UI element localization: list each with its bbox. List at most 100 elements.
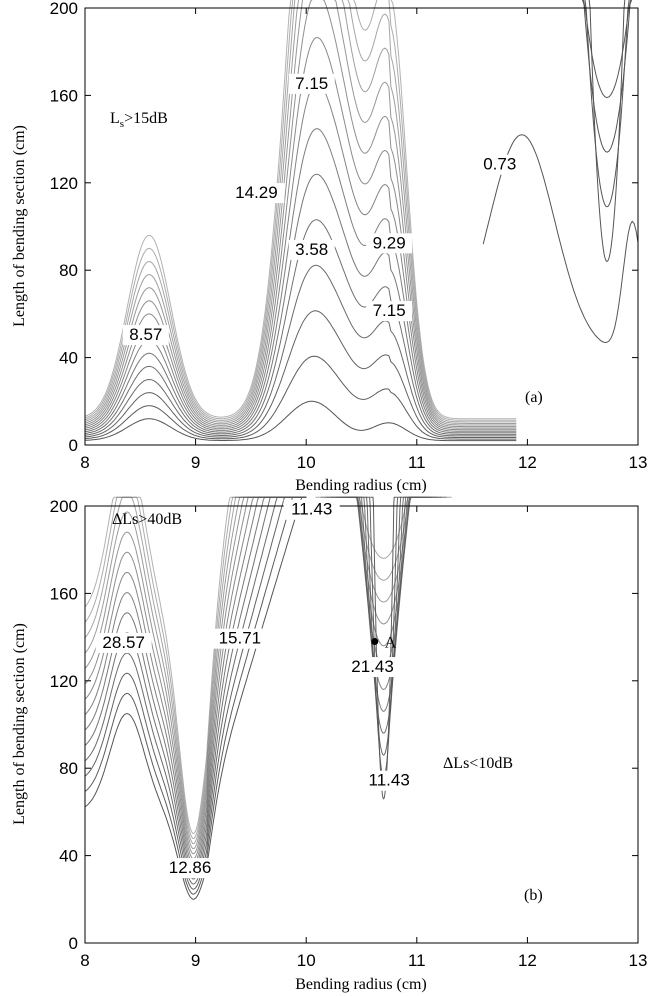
x-tick-label-a-0: 8 (80, 453, 89, 472)
contour-labels-b: 28.57 12.86 15.71 11.43 21.43 11.43 (95, 499, 418, 879)
y-tick-label-a-4: 160 (50, 86, 78, 105)
contour-label-bg-b-1 (162, 858, 219, 879)
y-tick-label-a-5: 200 (50, 0, 78, 18)
plot-frame-b (84, 505, 639, 944)
y-tick-label-b-0: 0 (69, 934, 78, 953)
region-note-a-suffix: >15dB (124, 110, 168, 127)
contour-label-b-0: 28.57 (102, 633, 145, 652)
contour-lines-b (84, 496, 452, 900)
contour-line-a-lobe (482, 134, 639, 344)
contour-line-b-13 (84, 496, 307, 835)
region-note-a-sub: s (120, 118, 124, 130)
x-axis-label-b: Bending radius (cm) (295, 976, 427, 993)
region-note-a-prefix: L (110, 110, 120, 127)
panel-label-b: (b) (524, 887, 543, 904)
contour-line-b-well-8 (330, 496, 437, 625)
y-tick-label-a-2: 80 (59, 261, 78, 280)
contour-line-b-well-9 (325, 496, 442, 603)
contour-line-a-1 (84, 355, 517, 440)
x-tick-label-a-4: 12 (518, 453, 537, 472)
contour-label-a-5: 7.15 (373, 301, 406, 320)
contour-line-a-5 (84, 173, 517, 434)
contour-label-bg-a-0 (122, 325, 169, 346)
contour-label-bg-b-2 (211, 628, 268, 649)
contour-line-a-6 (84, 128, 517, 432)
contour-label-a-3: 3.58 (295, 240, 328, 259)
contour-label-bg-a-6 (476, 154, 523, 175)
region-note-a: Ls>15dB (110, 110, 168, 130)
axis-ticks-b: 8 9 10 11 12 13 0 40 80 120 160 200 (50, 497, 648, 970)
y-axis-label-a: Length of bending section (cm) (11, 125, 28, 327)
contour-label-bg-a-4 (366, 233, 413, 254)
contour-label-bg-a-2 (288, 73, 335, 94)
contour-line-b-11 (84, 496, 307, 845)
contour-line-b-0 (84, 496, 307, 900)
contour-line-a-12 (84, 0, 517, 423)
contour-line-b-2 (84, 496, 307, 890)
contour-line-a-right-1 (584, 0, 630, 208)
panel-label-a: (a) (525, 389, 543, 406)
contour-line-b-12 (84, 496, 307, 840)
point-a-marker (371, 637, 379, 645)
contour-label-bg-b-4 (344, 657, 401, 678)
contour-line-b-well-4 (350, 496, 417, 712)
contour-line-a-11 (84, 0, 517, 424)
contour-line-a-right-3 (582, 0, 632, 99)
contour-label-a-2: 7.15 (295, 74, 328, 93)
panel-b: 8 9 10 11 12 13 0 40 80 120 160 200 Bending radius … (11, 496, 648, 993)
contour-label-b-1: 12.86 (169, 858, 212, 877)
x-tick-label-b-0: 8 (80, 951, 89, 970)
contour-line-b-well-2 (360, 496, 407, 756)
contour-line-a-9 (84, 0, 517, 428)
contour-line-a-3 (84, 264, 517, 437)
contour-line-b-well-11 (315, 496, 452, 559)
contour-label-bg-a-3 (288, 239, 335, 260)
contour-line-b-well-3 (355, 496, 412, 734)
contour-line-a-14 (84, 0, 517, 420)
y-tick-label-b-1: 40 (59, 847, 78, 866)
x-tick-label-b-4: 12 (518, 951, 537, 970)
contour-lines-a (84, 0, 639, 442)
x-tick-label-a-3: 11 (408, 453, 426, 472)
contour-line-b-well-0 (370, 496, 397, 800)
region-note-b-low: ΔLs<10dB (443, 755, 513, 772)
contour-label-a-6: 0.73 (483, 155, 516, 174)
contour-line-b-9 (84, 496, 307, 855)
contour-line-a-13 (84, 0, 517, 421)
contour-line-b-6 (84, 496, 307, 870)
y-tick-label-b-5: 200 (50, 497, 78, 516)
region-note-b-high: ΔLs>40dB (112, 511, 182, 528)
contour-line-a-2 (84, 310, 517, 438)
contour-labels-a: 8.57 14.29 7.15 3.58 9.29 7.15 0.73 (122, 73, 523, 346)
x-tick-label-a-1: 9 (191, 453, 200, 472)
contour-line-a-right-2 (582, 0, 633, 153)
y-tick-label-a-0: 0 (69, 436, 78, 455)
contour-label-bg-b-3 (283, 499, 340, 520)
contour-line-a-8 (84, 36, 517, 429)
contour-label-a-1: 14.29 (235, 183, 278, 202)
y-tick-label-a-1: 40 (59, 349, 78, 368)
x-tick-label-a-2: 10 (297, 453, 316, 472)
contour-label-b-4: 21.43 (351, 657, 394, 676)
contour-label-bg-b-5 (361, 770, 418, 791)
point-a-label: A (385, 634, 397, 651)
contour-line-b-well-6 (340, 496, 427, 669)
y-tick-label-a-3: 120 (50, 174, 78, 193)
x-axis-label-a: Bending radius (cm) (295, 477, 427, 494)
contour-line-a-right-0 (588, 0, 626, 263)
contour-line-b-3 (84, 496, 307, 885)
contour-label-b-5: 11.43 (369, 771, 410, 790)
contour-line-a-0 (84, 400, 517, 442)
contour-line-b-1 (84, 496, 307, 895)
contour-line-b-7 (84, 496, 307, 865)
y-tick-label-b-2: 80 (59, 759, 78, 778)
contour-label-bg-a-1 (228, 183, 285, 204)
axis-ticks-a: 8 9 10 11 12 13 0 40 80 120 160 200 (50, 0, 648, 472)
contour-line-a-10 (84, 0, 517, 426)
x-tick-label-b-5: 13 (629, 951, 648, 970)
panel-a: 8 9 10 11 12 13 0 40 80 120 160 200 Bending radius … (11, 0, 648, 494)
plot-frame-a (84, 7, 639, 446)
x-tick-label-a-5: 13 (629, 453, 648, 472)
contour-label-bg-b-0 (95, 633, 152, 654)
y-tick-label-b-3: 120 (50, 672, 78, 691)
